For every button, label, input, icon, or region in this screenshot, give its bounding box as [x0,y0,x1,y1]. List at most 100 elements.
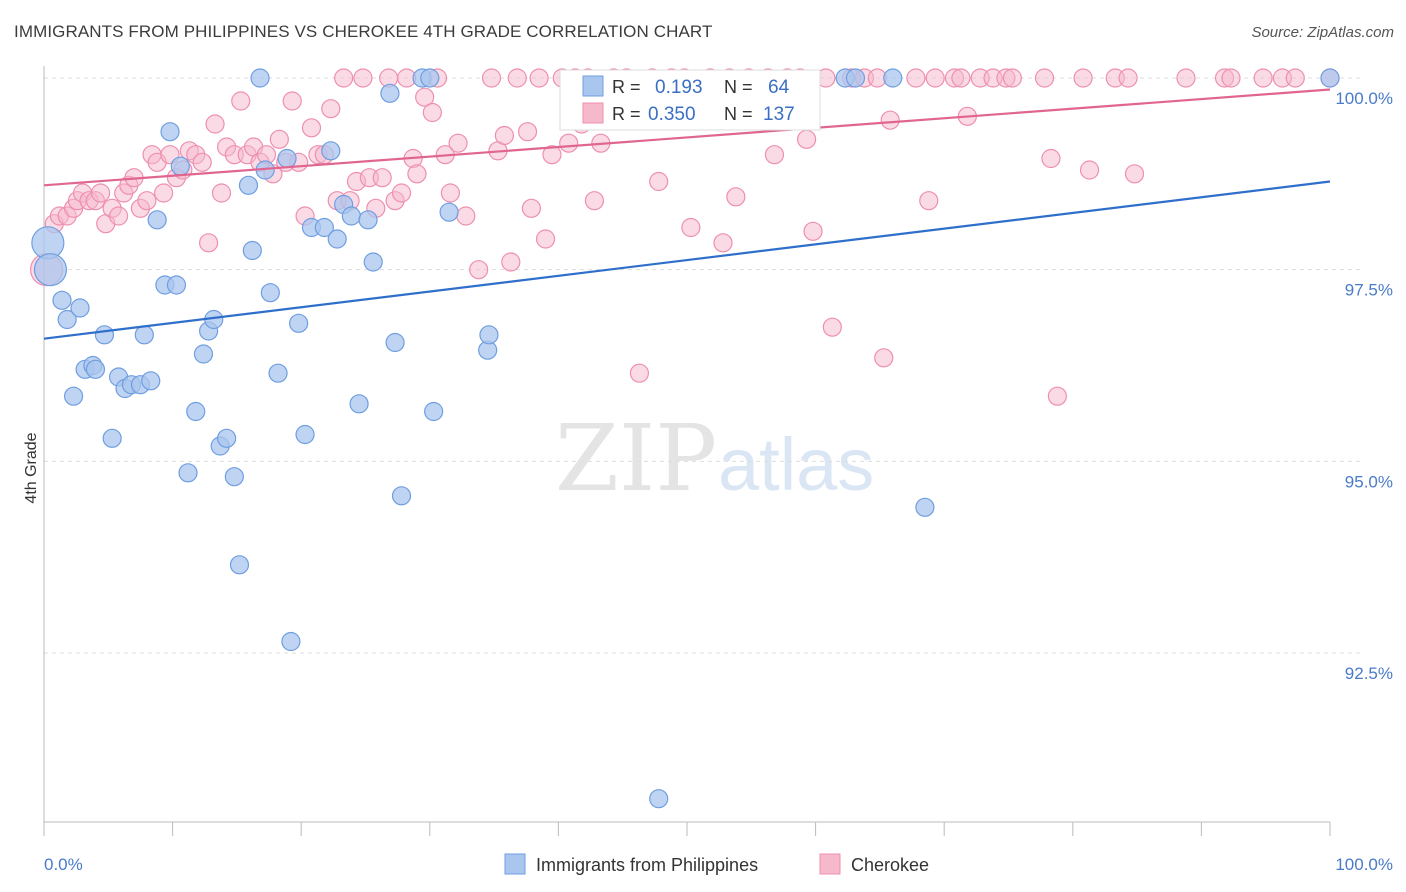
philippines-point [391,486,412,506]
philippines-point [649,789,669,809]
cherokee-point [629,363,650,383]
philippines-point [915,497,935,517]
bottom-legend-label-philippines: Immigrants from Philippines [536,855,758,875]
legend-n-value-2: 137 [763,104,795,125]
cherokee-point [422,102,442,123]
top-legend: R = 0.193 N = 64 R = 0.350 N = 137 [559,69,821,131]
philippines-point [424,401,444,422]
legend-r-value-1: 0.193 [655,77,703,98]
cherokee-point [1073,68,1093,88]
legend-n-value-1: 64 [768,77,790,98]
cherokee-point [1034,68,1055,88]
cherokee-point [764,145,785,165]
philippines-point [1320,68,1340,88]
philippines-point [57,309,77,330]
philippines-point [85,359,106,379]
philippines-point [193,344,214,364]
philippines-point [341,206,361,226]
philippines-point [277,148,297,169]
philippines-point [321,141,341,161]
cherokee-point [517,122,538,142]
cherokee-point [199,233,219,253]
philippines-point [439,202,459,222]
philippines-point [94,325,115,345]
philippines-point [33,253,68,287]
cherokee-point [90,183,111,203]
cherokee-point [282,91,302,111]
y-tick-label: 92.5% [1345,664,1393,683]
cherokee-point [456,206,476,226]
philippines-point [385,332,405,353]
cherokee-point [192,152,212,172]
cherokee-point [407,164,427,184]
cherokee-point [529,68,549,88]
legend-swatch-cherokee [582,102,604,124]
cherokee-point [211,183,232,203]
x-tick-label-min: 0.0% [44,855,83,874]
cherokee-point [334,68,354,88]
cherokee-point [1047,386,1067,406]
cherokee-point [584,191,605,211]
cherokee-point [481,68,502,88]
cherokee-point [205,114,225,134]
legend-swatch-philippines [582,75,604,97]
philippines-point [141,371,161,391]
cherokee-point [153,183,174,203]
cherokee-point [1079,160,1100,180]
gridlines: 100.0% 97.5% 95.0% 92.5% [44,77,1393,683]
philippines-point [420,68,440,88]
cherokee-point [874,348,894,368]
philippines-point [358,210,378,230]
philippines-point [242,240,262,261]
cherokee-point [1176,68,1196,88]
philippines-point [178,463,198,483]
philippines-point [102,428,122,448]
philippines-point [363,252,383,272]
cherokee-point [353,68,373,88]
philippines-point [845,68,866,88]
cherokee-point [415,87,435,107]
cherokee-point [231,91,251,111]
axes: 0.0% 100.0% [43,66,1393,874]
y-tick-label: 100.0% [1335,89,1393,108]
philippines-point [217,428,237,448]
legend-r-label-2: R = [612,104,641,124]
cherokee-point [501,252,521,272]
bottom-legend-swatch-philippines [504,853,526,875]
cherokee-point [440,183,460,203]
philippines-point [166,275,187,295]
cherokee-point [535,229,556,249]
bottom-legend-swatch-cherokee [819,853,841,875]
legend-n-label-2: N = [724,104,753,124]
cherokee-point [321,99,341,119]
philippines-point [170,156,190,176]
philippines-point [63,386,84,406]
philippines-trendline [43,180,1331,340]
cherokee-point [803,221,823,241]
source-credit: Source: ZipAtlas.com [1251,24,1394,41]
legend-r-label-1: R = [612,77,641,97]
cherokee-point [726,187,746,207]
cherokee-point [822,317,842,337]
philippines-point [134,325,154,345]
cherokee-point [469,260,489,280]
philippines-point [380,83,400,103]
philippines-point [327,229,347,249]
philippines-point [160,122,180,142]
legend-r-value-2: 0.350 [648,104,696,125]
philippines-point [281,631,301,652]
cherokee-point [521,198,541,218]
philippines-point [260,283,280,303]
cherokee-point [137,191,157,211]
cherokee-point [372,168,392,188]
philippines-point [186,401,206,422]
philippines-point [250,68,270,88]
x-tick-label-max: 100.0% [1335,855,1393,874]
philippines-point [295,424,315,445]
bottom-legend: Immigrants from Philippines Cherokee [504,853,929,875]
cherokee-point [1253,68,1273,88]
cherokee-point [494,125,514,146]
philippines-point [147,210,167,230]
cherokee-point [1041,148,1061,169]
